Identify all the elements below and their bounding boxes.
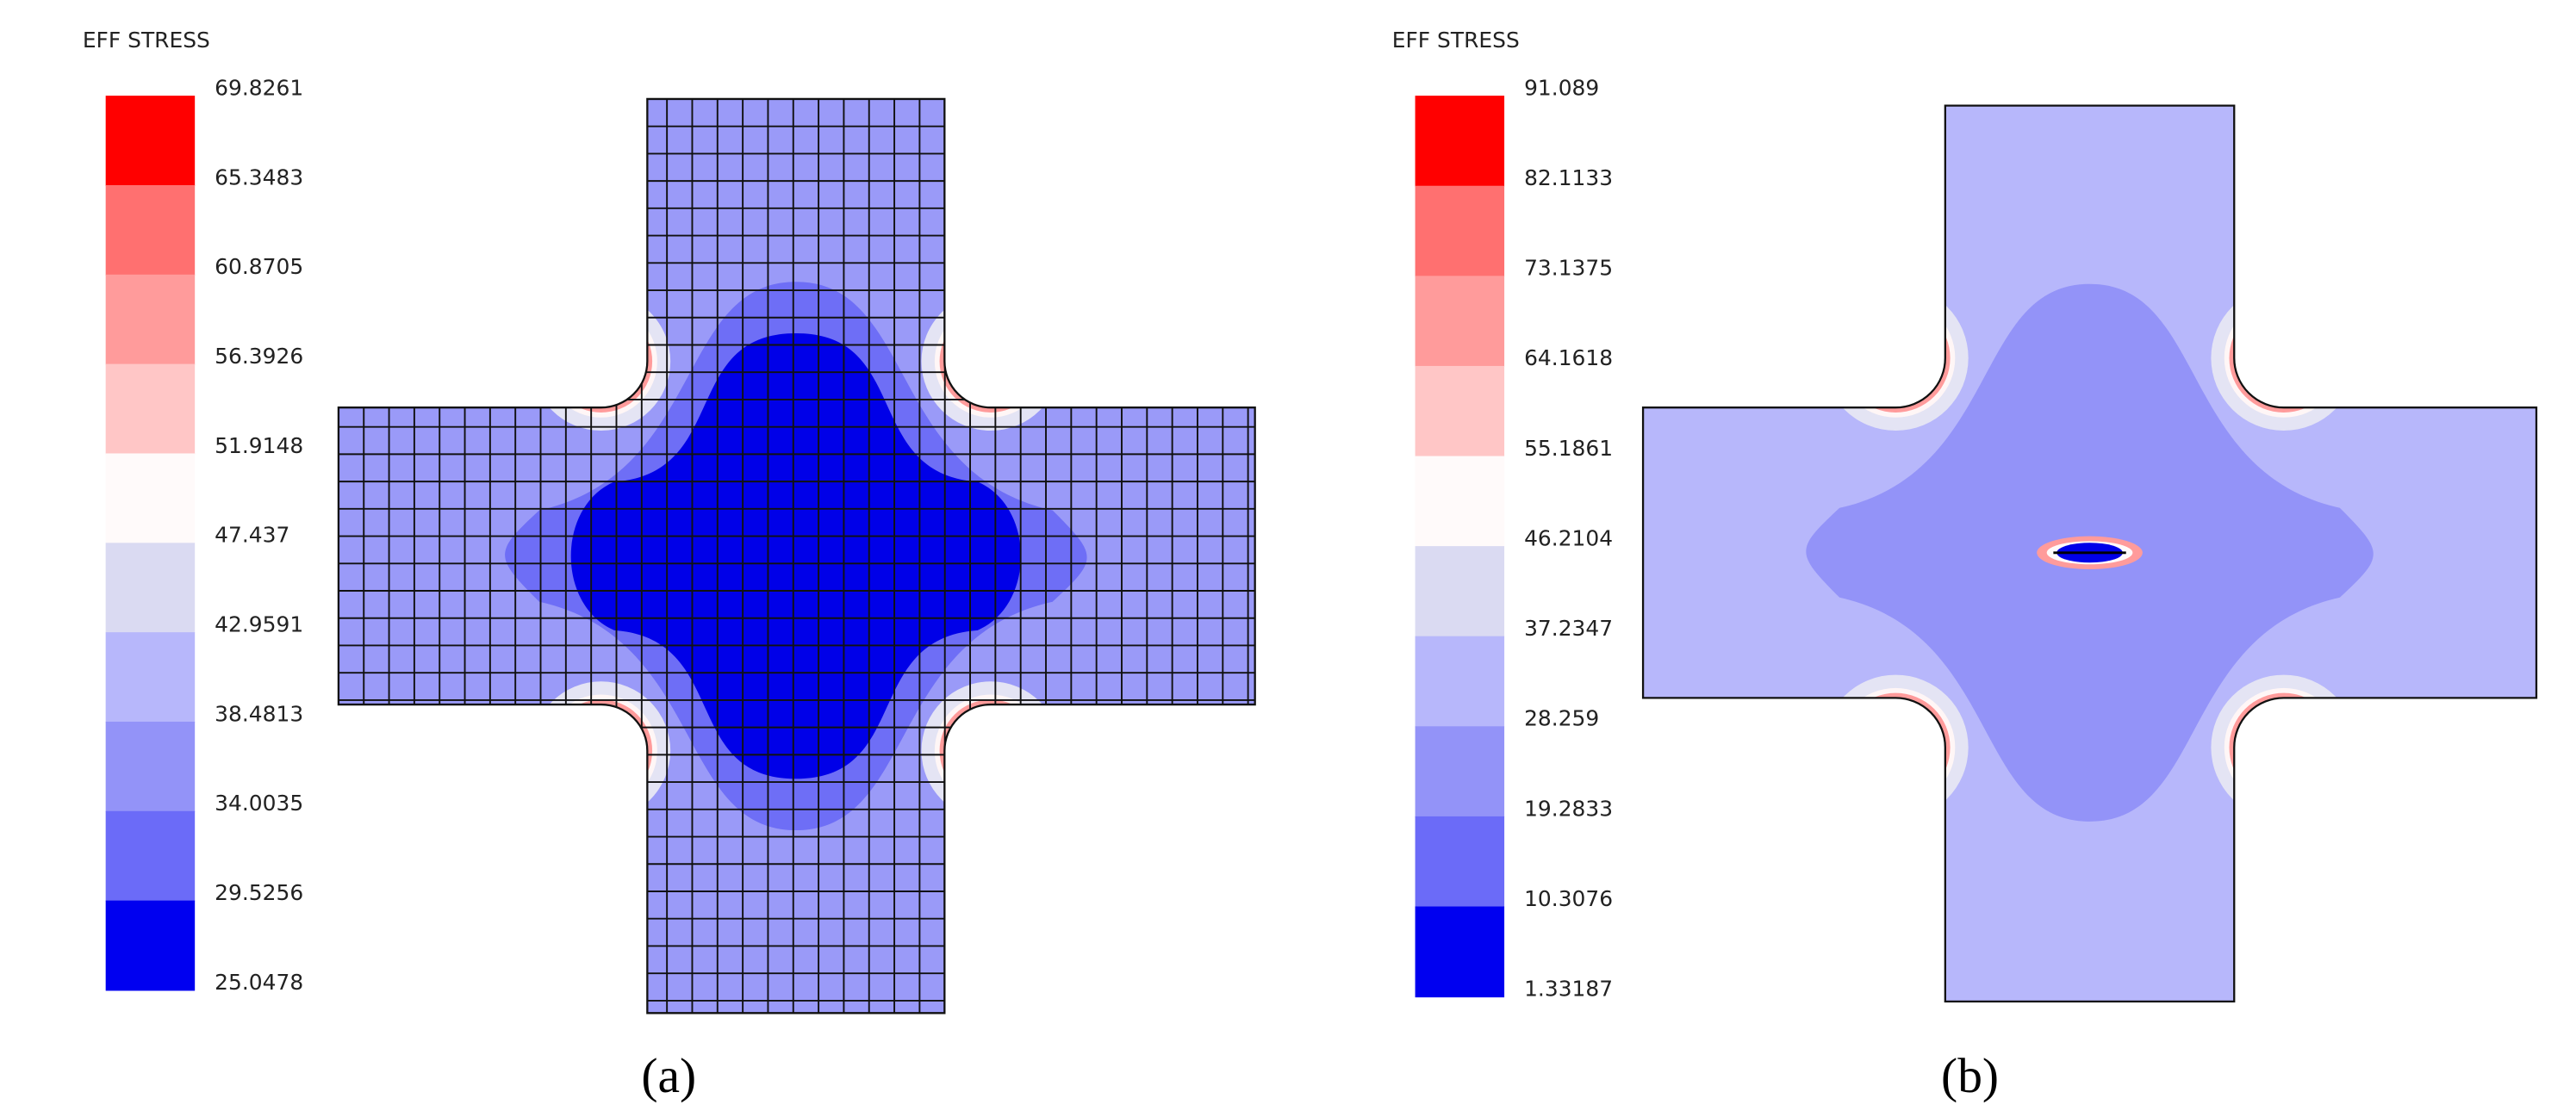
caption: (b)	[1941, 1049, 1999, 1103]
legend-label: 64.1618	[1524, 345, 1613, 370]
hotspot-mid	[544, 694, 657, 807]
legend-band	[1415, 96, 1505, 187]
legend-band	[105, 453, 196, 544]
hotspot-mid	[544, 305, 657, 418]
legend-band	[1415, 546, 1505, 637]
legend-band	[1415, 636, 1505, 728]
legend-band	[1415, 276, 1505, 367]
legend-label: 69.8261	[215, 75, 303, 100]
legend-band	[105, 274, 196, 365]
legend-label: 51.9148	[215, 433, 303, 458]
legend-band	[1415, 726, 1505, 817]
legend-title: EFF STRESS	[83, 28, 210, 53]
legend-label: 46.2104	[1524, 525, 1613, 550]
legend-label: 1.33187	[1524, 976, 1613, 1001]
outline	[337, 97, 1256, 1015]
hotspot-mid	[1836, 687, 1956, 807]
contour-plot	[338, 98, 1255, 1014]
legend-title: EFF STRESS	[1392, 28, 1520, 53]
legend-band	[105, 632, 196, 723]
legend-label: 42.9591	[215, 611, 303, 636]
legend-band	[105, 96, 196, 186]
legend-band	[105, 543, 196, 634]
hotspot-inner	[550, 699, 653, 803]
hotspot-mid	[934, 305, 1048, 418]
legend-label: 19.2833	[1524, 796, 1613, 821]
hotspot-inner	[2229, 303, 2338, 413]
legend-band	[1415, 456, 1505, 548]
legend-label: 55.1861	[1524, 436, 1613, 461]
legend-label: 56.3926	[215, 344, 303, 369]
legend-label: 47.437	[215, 523, 289, 548]
legend-band	[1415, 185, 1505, 277]
legend-label: 29.5256	[215, 880, 303, 905]
contour-plot	[1643, 105, 2536, 1002]
legend-label: 37.2347	[1524, 616, 1613, 641]
hotspot-mid	[2224, 687, 2343, 807]
outline	[1641, 104, 2538, 1003]
legend-band	[1415, 365, 1505, 457]
legend-band	[105, 184, 196, 276]
legend-label: 60.8705	[215, 254, 303, 279]
legend-label: 38.4813	[215, 701, 303, 726]
legend-label: 82.1133	[1524, 165, 1613, 190]
legend-label: 34.0035	[215, 791, 303, 816]
hotspot-inner	[2229, 692, 2338, 803]
legend-band	[105, 900, 196, 991]
hotspot-mid	[1836, 298, 1956, 418]
legend-label: 25.0478	[215, 970, 303, 995]
legend-label: 65.3483	[215, 164, 303, 189]
hotspot-inner	[1841, 303, 1951, 413]
legend-label: 10.3076	[1524, 886, 1613, 911]
hotspot-mid	[934, 694, 1048, 807]
legend-label: 28.259	[1524, 706, 1599, 731]
hotspot-inner	[550, 310, 653, 413]
legend-label: 73.1375	[1524, 256, 1613, 281]
hotspot-inner	[939, 699, 1042, 803]
core-zone	[570, 332, 1021, 779]
legend-band	[1415, 906, 1505, 998]
legend-label: 91.089	[1524, 75, 1599, 100]
legend-band	[105, 721, 196, 812]
hotspot-inner	[1841, 692, 1951, 803]
legend-band	[105, 363, 196, 455]
caption: (a)	[641, 1049, 696, 1103]
legend-band	[105, 810, 196, 902]
hotspot-mid	[2224, 298, 2343, 418]
hotspot-inner	[939, 310, 1042, 413]
legend-band	[1415, 816, 1505, 908]
